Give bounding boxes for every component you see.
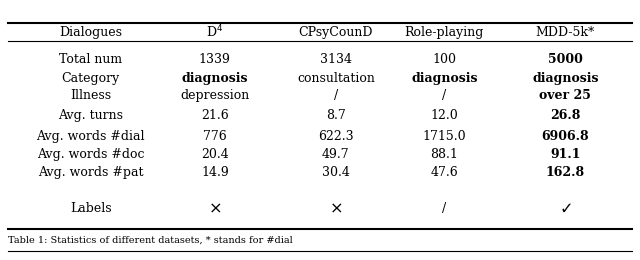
Text: 14.9: 14.9	[201, 166, 228, 179]
Text: 88.1: 88.1	[430, 148, 458, 161]
Text: 5000: 5000	[548, 53, 583, 66]
Text: 1339: 1339	[199, 53, 231, 66]
Text: 21.6: 21.6	[201, 109, 228, 122]
Text: Illness: Illness	[70, 89, 111, 102]
Text: D$^4$: D$^4$	[206, 24, 223, 41]
Text: diagnosis: diagnosis	[182, 72, 248, 85]
Text: 100: 100	[432, 53, 456, 66]
Text: Avg. words #dial: Avg. words #dial	[36, 130, 145, 143]
Text: $\checkmark$: $\checkmark$	[559, 200, 572, 217]
Text: $\times$: $\times$	[208, 200, 221, 217]
Text: 20.4: 20.4	[201, 148, 228, 161]
Text: Avg. words #doc: Avg. words #doc	[37, 148, 145, 161]
Text: diagnosis: diagnosis	[411, 72, 477, 85]
Text: 6906.8: 6906.8	[541, 130, 589, 143]
Text: $\times$: $\times$	[329, 200, 342, 217]
Text: depression: depression	[180, 89, 250, 102]
Text: 776: 776	[203, 130, 227, 143]
Text: /: /	[442, 202, 446, 215]
Text: Avg. words #pat: Avg. words #pat	[38, 166, 143, 179]
Text: 162.8: 162.8	[546, 166, 585, 179]
Text: 26.8: 26.8	[550, 109, 580, 122]
Text: Dialogues: Dialogues	[59, 26, 122, 39]
Text: MDD-5k*: MDD-5k*	[536, 26, 595, 39]
Text: /: /	[442, 89, 446, 102]
Text: 8.7: 8.7	[326, 109, 346, 122]
Text: consultation: consultation	[297, 72, 375, 85]
Text: 1715.0: 1715.0	[422, 130, 466, 143]
Text: over 25: over 25	[540, 89, 591, 102]
Text: diagnosis: diagnosis	[532, 72, 598, 85]
Text: /: /	[334, 89, 338, 102]
Text: 49.7: 49.7	[322, 148, 349, 161]
Text: 622.3: 622.3	[318, 130, 354, 143]
Text: 30.4: 30.4	[322, 166, 350, 179]
Text: Avg. turns: Avg. turns	[58, 109, 123, 122]
Text: Total num: Total num	[59, 53, 122, 66]
Text: Category: Category	[61, 72, 120, 85]
Text: 3134: 3134	[320, 53, 352, 66]
Text: 91.1: 91.1	[550, 148, 580, 161]
Text: CPsyCounD: CPsyCounD	[299, 26, 373, 39]
Text: Labels: Labels	[70, 202, 111, 215]
Text: Table 1: Statistics of different datasets, * stands for #dial: Table 1: Statistics of different dataset…	[8, 236, 292, 245]
Text: Role-playing: Role-playing	[404, 26, 484, 39]
Text: 47.6: 47.6	[430, 166, 458, 179]
Text: 12.0: 12.0	[430, 109, 458, 122]
